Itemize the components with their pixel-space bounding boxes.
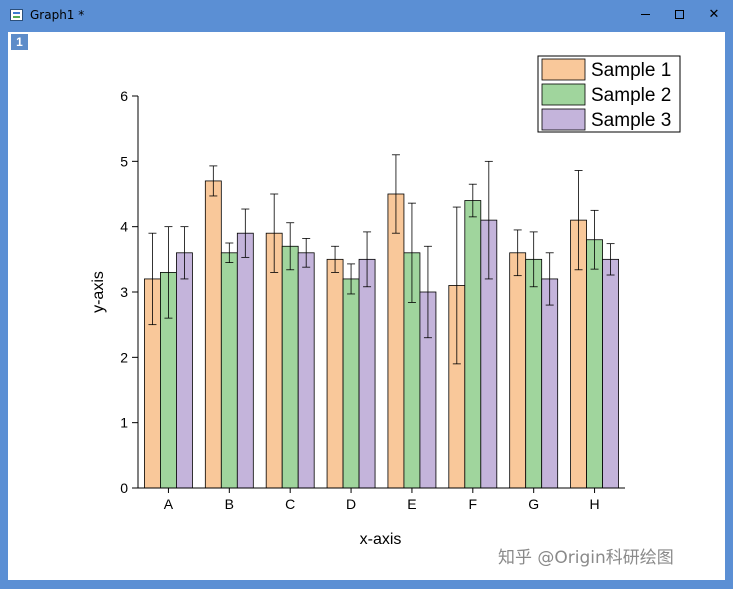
bar-2-g bbox=[525, 258, 543, 489]
legend-swatch-3 bbox=[541, 108, 586, 131]
legend-label-3: Sample 3 bbox=[591, 110, 671, 131]
layer-tab[interactable]: 1 bbox=[11, 34, 28, 50]
graph-window-icon bbox=[10, 9, 23, 21]
y-tick-label-3: 3 bbox=[120, 284, 128, 300]
y-tick-label-1: 1 bbox=[120, 415, 128, 431]
y-tick-label-2: 2 bbox=[120, 349, 128, 365]
watermark: 知乎 @Origin科研绘图 bbox=[498, 548, 674, 568]
x-tick-label-d: D bbox=[346, 496, 356, 512]
bar-2-d bbox=[342, 278, 360, 489]
bar-3-g bbox=[541, 278, 559, 489]
minimize-button[interactable] bbox=[628, 2, 662, 28]
close-button[interactable]: ✕ bbox=[708, 7, 720, 22]
x-tick-label-a: A bbox=[164, 496, 174, 512]
y-tick-label-0: 0 bbox=[120, 480, 128, 496]
bar-2-b bbox=[220, 252, 238, 489]
x-tick-label-g: G bbox=[528, 496, 539, 512]
bar-2-c bbox=[281, 245, 299, 489]
x-tick-label-c: C bbox=[285, 496, 295, 512]
window-title: Graph1 * bbox=[30, 8, 85, 22]
maximize-icon bbox=[674, 10, 684, 19]
bar-3-c bbox=[297, 252, 315, 489]
bar-3-b bbox=[236, 232, 254, 489]
bar-2-h bbox=[586, 239, 603, 489]
y-tick-label-5: 5 bbox=[120, 153, 128, 169]
x-tick-label-e: E bbox=[407, 496, 416, 512]
bar-1-b bbox=[204, 180, 222, 489]
bar-3-a bbox=[176, 252, 193, 489]
bar-1-d bbox=[326, 258, 344, 489]
bar-2-f bbox=[464, 200, 482, 489]
x-tick-label-h: H bbox=[590, 496, 600, 512]
x-axis-label: x-axis bbox=[360, 531, 402, 548]
legend-swatch-1 bbox=[541, 58, 586, 81]
bar-chart: 0 1 2 3 4 5 6 A B C D E F G Hx-axis y-axis Sample 1 Sampl… bbox=[90, 55, 681, 548]
maximize-button[interactable] bbox=[662, 2, 696, 28]
title-bar[interactable]: Graph1 * ✕ bbox=[0, 0, 733, 30]
bar-3-h bbox=[602, 258, 619, 489]
bar-1-g bbox=[509, 252, 527, 489]
x-tick-label-f: F bbox=[469, 496, 478, 512]
legend-label-2: Sample 2 bbox=[591, 85, 671, 106]
legend-swatch-2 bbox=[541, 83, 586, 106]
x-tick-label-b: B bbox=[225, 496, 234, 512]
bar-3-d bbox=[358, 258, 376, 489]
bar-1-e bbox=[387, 193, 405, 489]
y-axis-label: y-axis bbox=[90, 271, 107, 313]
y-tick-label-4: 4 bbox=[120, 219, 128, 235]
minimize-icon bbox=[640, 14, 650, 15]
y-tick-label-6: 6 bbox=[120, 88, 128, 104]
legend-label-1: Sample 1 bbox=[591, 60, 671, 81]
